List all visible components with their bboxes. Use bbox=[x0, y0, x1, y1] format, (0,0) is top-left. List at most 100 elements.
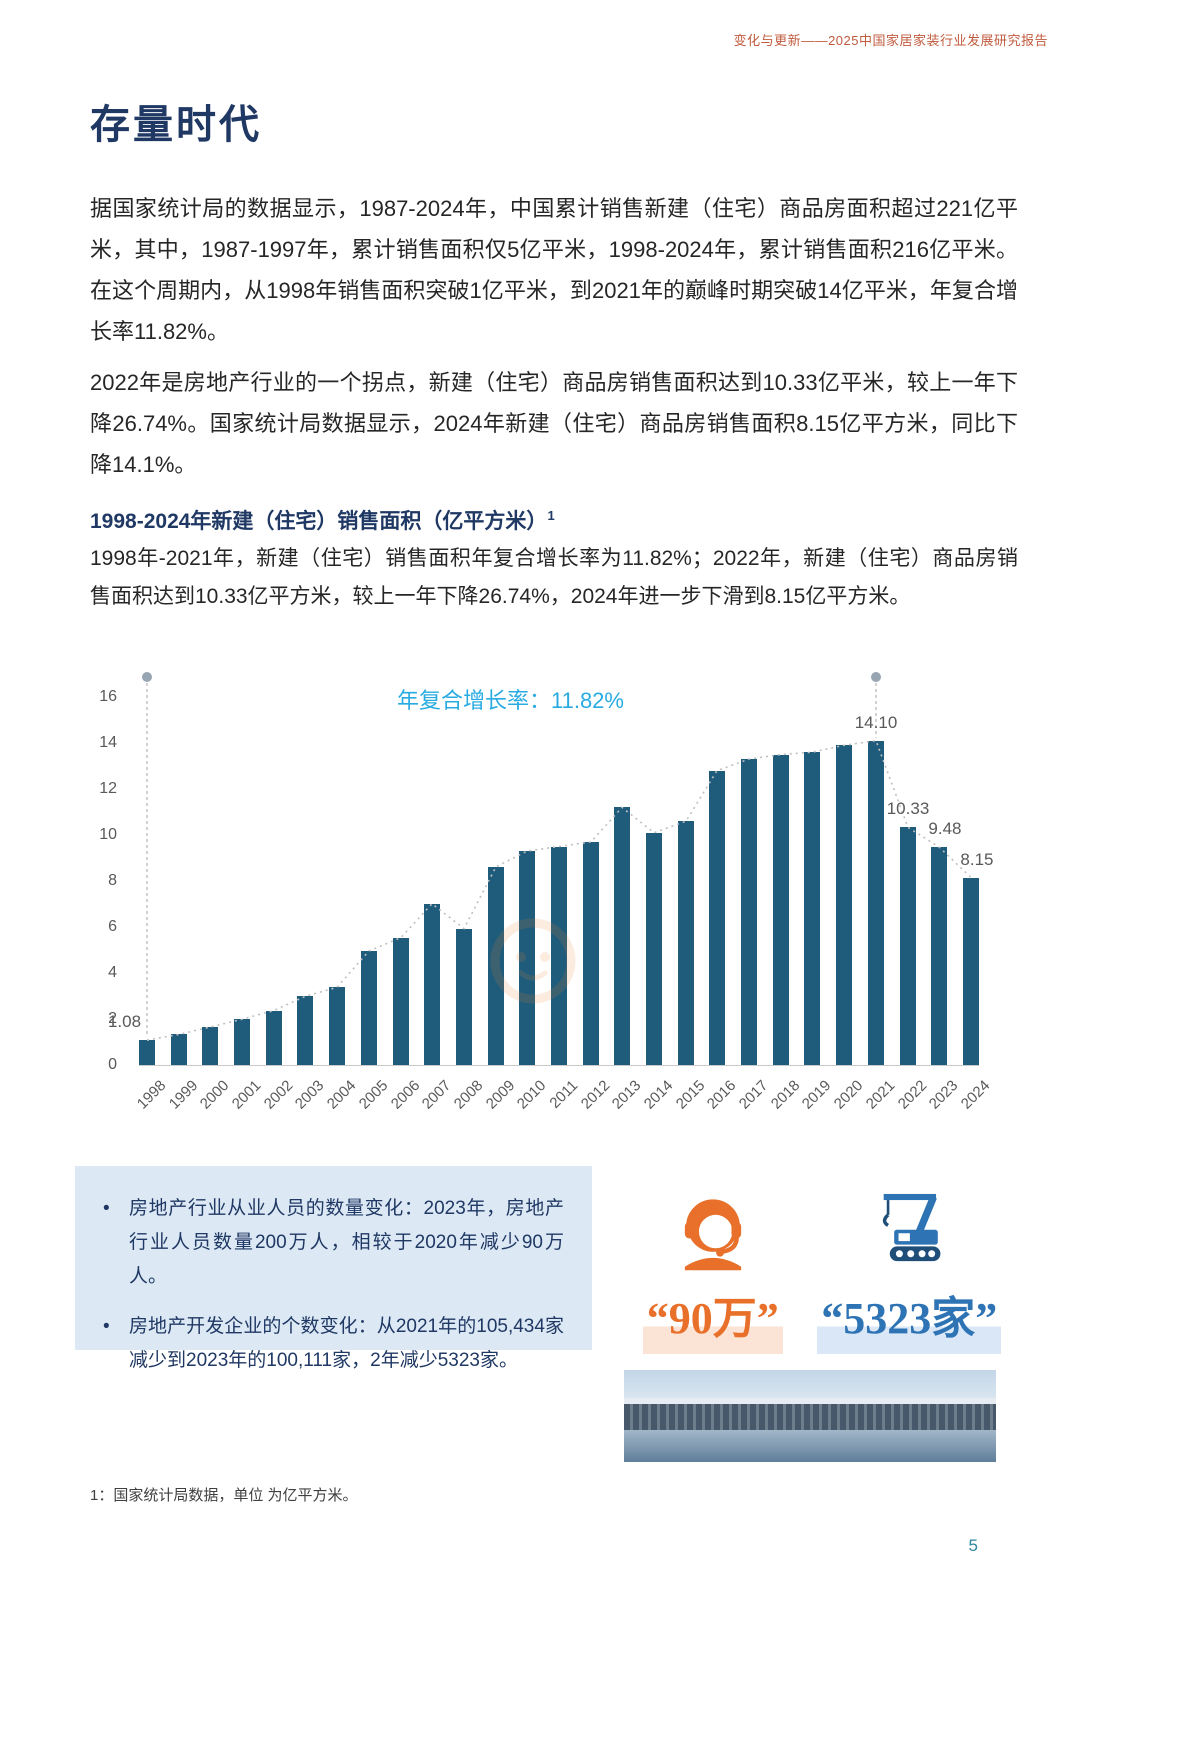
x-tick-label: 1999 bbox=[165, 1077, 202, 1113]
stat-companies-decline: “5323家” bbox=[817, 1282, 1002, 1354]
x-tick-label: 2017 bbox=[735, 1077, 772, 1113]
key-facts-box: • 房地产行业从业人员的数量变化：2023年，房地产行业人员数量200万人，相较… bbox=[75, 1166, 592, 1371]
employees-stat-group: “90万” bbox=[622, 1182, 803, 1354]
x-tick-label: 2018 bbox=[767, 1077, 804, 1113]
y-tick-label: 16 bbox=[99, 688, 117, 705]
bullet-text: 房地产开发企业的个数变化：从2021年的105,434家减少到2023年的100… bbox=[129, 1316, 564, 1371]
support-agent-icon bbox=[669, 1182, 757, 1274]
footnote: 1：国家统计局数据，单位 为亿平方米。 bbox=[90, 1487, 358, 1504]
photo-building bbox=[624, 1404, 996, 1430]
plot-area: 1.08 14.10 10.33 9.48 8.15 bbox=[108, 672, 994, 1066]
x-tick-label: 2005 bbox=[355, 1077, 392, 1113]
bullet-dot: • bbox=[103, 1316, 110, 1337]
bullet-item-employees: • 房地产行业从业人员的数量变化：2023年，房地产行业人员数量200万人，相较… bbox=[103, 1192, 564, 1294]
bar-2024 bbox=[962, 877, 979, 1065]
building-photo bbox=[624, 1370, 996, 1462]
x-tick-label: 2015 bbox=[672, 1077, 709, 1113]
paragraph-1: 据国家统计局的数据显示，1987-2024年，中国累计销售新建（住宅）商品房面积… bbox=[90, 196, 1018, 344]
bar-2013 bbox=[614, 807, 631, 1065]
x-tick-label: 2021 bbox=[862, 1077, 899, 1113]
bar-2000 bbox=[202, 1027, 219, 1065]
bar-2017 bbox=[741, 759, 758, 1065]
bar-2008 bbox=[455, 928, 472, 1065]
sales-area-bar-chart: 年复合增长率：11.82% 0 2 4 6 8 10 12 14 16 1.08 14.10 10.… bbox=[85, 655, 1045, 1145]
bar-2022 bbox=[899, 827, 916, 1065]
bar-2002 bbox=[265, 1010, 282, 1065]
bar-2018 bbox=[772, 754, 789, 1065]
bar-2007 bbox=[424, 903, 441, 1065]
x-tick-label: 2022 bbox=[894, 1077, 931, 1113]
stat-employees-decline: “90万” bbox=[642, 1282, 783, 1354]
bar-2003 bbox=[297, 996, 314, 1065]
x-tick-label: 2003 bbox=[291, 1077, 328, 1113]
x-tick-label: 1998 bbox=[133, 1077, 170, 1113]
bullet-item-companies: • 房地产开发企业的个数变化：从2021年的105,434家减少到2023年的1… bbox=[103, 1310, 564, 1378]
bar-1998 bbox=[139, 1040, 155, 1065]
cagr-annotation: 年复合增长率：11.82% bbox=[397, 688, 624, 713]
x-tick-label: 2023 bbox=[925, 1077, 962, 1113]
data-label-2021: 14.10 bbox=[854, 712, 898, 732]
bar-2004 bbox=[329, 987, 346, 1065]
bar-2005 bbox=[360, 950, 377, 1065]
highlight-stats: “90万” bbox=[620, 1182, 1002, 1462]
x-tick-label: 2001 bbox=[228, 1077, 265, 1113]
chart-heading-text: 1998-2024年新建（住宅）销售面积（亿平方米） bbox=[90, 510, 548, 533]
x-tick-label: 2013 bbox=[608, 1077, 645, 1113]
y-tick-label: 2 bbox=[108, 1010, 117, 1027]
x-tick-label: 2016 bbox=[703, 1077, 740, 1113]
x-tick-label: 2014 bbox=[640, 1077, 677, 1113]
y-tick-label: 4 bbox=[108, 964, 117, 981]
crane-icon bbox=[861, 1182, 957, 1274]
y-tick-label: 12 bbox=[99, 780, 117, 797]
page-number: 5 bbox=[968, 1536, 978, 1555]
x-tick-label: 2002 bbox=[260, 1077, 297, 1113]
bar-2021 bbox=[867, 740, 884, 1065]
bullet-text: 房地产行业从业人员的数量变化：2023年，房地产行业人员数量200万人，相较于2… bbox=[129, 1198, 564, 1287]
y-tick-label: 6 bbox=[108, 918, 117, 935]
data-label-2023: 9.48 bbox=[928, 818, 962, 838]
x-tick-label: 2012 bbox=[577, 1077, 614, 1113]
x-tick-label: 2008 bbox=[450, 1077, 487, 1113]
x-axis: 1998 1999 2000 2001 2002 2003 2004 2005 2006 2007… bbox=[133, 1067, 993, 1137]
y-tick-label: 0 bbox=[108, 1056, 117, 1073]
bar-2015 bbox=[677, 821, 694, 1065]
y-tick-label: 10 bbox=[99, 826, 117, 843]
watermark-logo-icon bbox=[490, 918, 576, 1004]
x-tick-label: 2007 bbox=[418, 1077, 455, 1113]
bar-2014 bbox=[646, 832, 662, 1065]
y-tick-label: 8 bbox=[108, 872, 117, 889]
photo-roofline bbox=[624, 1398, 996, 1404]
data-label-1998: 1.08 bbox=[107, 1012, 142, 1032]
bar-2001 bbox=[234, 1019, 251, 1065]
x-tick-label: 2006 bbox=[387, 1077, 424, 1113]
x-tick-label: 2020 bbox=[830, 1077, 867, 1113]
bar-2020 bbox=[836, 745, 853, 1065]
chart-heading: 1998-2024年新建（住宅）销售面积（亿平方米）1 bbox=[90, 505, 555, 535]
chart-footnote-marker: 1 bbox=[547, 508, 555, 523]
paragraph-2: 2022年是房地产行业的一个拐点，新建（住宅）商品房销售面积达到10.33亿平米… bbox=[90, 370, 1018, 477]
data-label-2022: 10.33 bbox=[886, 799, 930, 819]
x-tick-label: 2009 bbox=[482, 1077, 519, 1113]
x-tick-label: 2011 bbox=[546, 1077, 582, 1112]
photo-ground bbox=[624, 1430, 996, 1462]
x-tick-label: 2010 bbox=[513, 1077, 550, 1113]
x-tick-label: 2024 bbox=[957, 1077, 994, 1113]
bar-2023 bbox=[931, 846, 948, 1065]
bar-2019 bbox=[804, 752, 821, 1065]
bar-2012 bbox=[582, 841, 599, 1065]
companies-stat-group: “5323家” bbox=[817, 1182, 1002, 1354]
bullet-dot: • bbox=[103, 1198, 110, 1219]
page-title: 存量时代 bbox=[90, 103, 262, 147]
x-tick-label: 2004 bbox=[323, 1077, 360, 1113]
bar-1999 bbox=[170, 1034, 187, 1065]
y-tick-label: 14 bbox=[99, 734, 117, 751]
y-axis: 0 2 4 6 8 10 12 14 16 bbox=[85, 688, 123, 1073]
x-tick-label: 2000 bbox=[196, 1077, 233, 1113]
report-header-title: 变化与更新——2025中国家居家装行业发展研究报告 bbox=[733, 33, 1048, 48]
bars-group bbox=[139, 697, 979, 1065]
data-label-2024: 8.15 bbox=[960, 849, 994, 869]
x-tick-label: 2019 bbox=[798, 1077, 835, 1113]
bar-2006 bbox=[392, 937, 409, 1065]
chart-description: 1998年-2021年，新建（住宅）销售面积年复合增长率为11.82%；2022… bbox=[90, 547, 1018, 608]
